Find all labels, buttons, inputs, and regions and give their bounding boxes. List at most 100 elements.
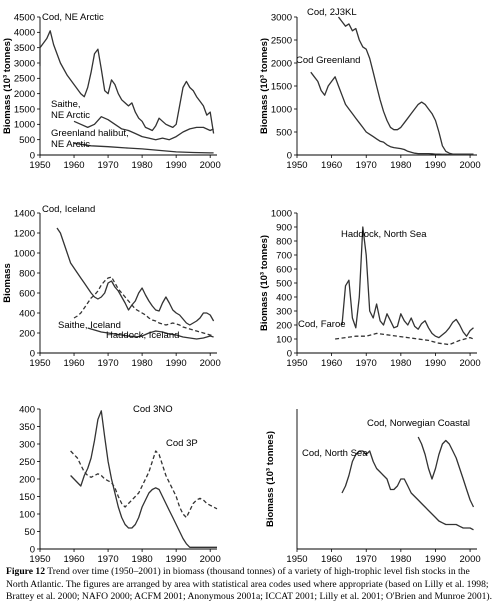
x-tick-label: 1990 xyxy=(425,160,446,171)
y-tick-label: 200 xyxy=(19,328,35,339)
y-tick-label: 900 xyxy=(276,222,292,233)
caption-text: Trend over time (1950–2001) in biomass (… xyxy=(6,566,493,603)
series-line xyxy=(73,142,214,154)
series-label: Cod, NE Arctic xyxy=(42,12,104,23)
x-tick-label: 1980 xyxy=(132,358,153,369)
y-tick-label: 1500 xyxy=(14,104,35,115)
y-axis-title: Biomass (10³ tonnes) xyxy=(2,38,13,134)
y-tick-label: 500 xyxy=(19,135,35,146)
x-tick-label: 1980 xyxy=(390,554,411,565)
y-axis-title: Biomass xyxy=(2,263,13,303)
x-tick-label: 1960 xyxy=(63,160,84,171)
y-tick-label: 700 xyxy=(276,250,292,261)
x-tick-label: 1970 xyxy=(356,160,377,171)
x-tick-label: 1980 xyxy=(390,358,411,369)
panel-2: 1950 1960 1970 1980 1990 2000 0 500 1000 1500 2000… xyxy=(259,7,481,171)
series-line xyxy=(87,327,214,340)
y-tick-label: 4500 xyxy=(14,12,35,23)
series-label: NE Arctic xyxy=(51,139,90,150)
series-line xyxy=(39,30,215,134)
y-axis-title: Biomass (10³ tonnes) xyxy=(265,431,276,527)
x-tick-label: 1960 xyxy=(63,554,84,565)
y-tick-label: 1400 xyxy=(14,208,35,219)
y-tick-label: 0 xyxy=(287,348,292,359)
y-tick-label: 300 xyxy=(276,306,292,317)
series-label: Cod, Iceland xyxy=(42,204,95,215)
x-tick-label: 1990 xyxy=(425,554,446,565)
x-tick-label: 1970 xyxy=(356,358,377,369)
series-line xyxy=(73,276,214,337)
series-label: NE Arctic xyxy=(51,110,90,121)
x-tick-label: 2000 xyxy=(460,554,481,565)
y-tick-label: 800 xyxy=(276,236,292,247)
y-tick-label: 1000 xyxy=(271,208,292,219)
series-line xyxy=(70,410,217,548)
series-label: Greenland halibut, xyxy=(51,128,129,139)
y-tick-label: 0 xyxy=(30,348,35,359)
y-tick-label: 600 xyxy=(276,264,292,275)
x-tick-label: 1960 xyxy=(63,358,84,369)
series-line xyxy=(56,227,215,326)
y-tick-label: 2000 xyxy=(271,58,292,69)
x-tick-label: 1990 xyxy=(166,160,187,171)
y-tick-label: 500 xyxy=(276,278,292,289)
panel-6: 1950 1960 1970 1980 1990 2000 Biomass (10³ ton… xyxy=(265,409,481,565)
y-tick-label: 400 xyxy=(19,308,35,319)
caption-label: Figure 12 xyxy=(6,566,45,577)
x-tick-label: 1980 xyxy=(132,160,153,171)
series-line xyxy=(417,436,475,508)
x-tick-label: 1960 xyxy=(321,358,342,369)
y-tick-label: 100 xyxy=(276,334,292,345)
series-label: Cod, 2J3KL xyxy=(307,7,357,18)
series-label: Saithe, xyxy=(51,99,81,110)
series-label: Haddock, Iceland xyxy=(106,330,179,341)
y-tick-label: 2500 xyxy=(14,74,35,85)
x-tick-label: 1990 xyxy=(166,358,187,369)
x-tick-label: 2000 xyxy=(200,554,221,565)
y-tick-label: 1000 xyxy=(14,120,35,131)
y-tick-label: 0 xyxy=(287,150,292,161)
series-label: Cod Greenland xyxy=(296,55,360,66)
series-label: Cod, North Sea xyxy=(302,448,368,459)
y-tick-label: 800 xyxy=(19,268,35,279)
y-tick-label: 1200 xyxy=(14,228,35,239)
y-tick-label: 250 xyxy=(19,457,35,468)
y-tick-label: 1000 xyxy=(271,104,292,115)
panel-4: 1950 1960 1970 1980 1990 2000 0 100 200 300 400 500… xyxy=(259,208,481,369)
y-tick-label: 200 xyxy=(19,474,35,485)
x-tick-label: 1950 xyxy=(29,358,50,369)
x-tick-label: 1950 xyxy=(286,358,307,369)
y-tick-label: 500 xyxy=(276,127,292,138)
x-tick-label: 1960 xyxy=(321,554,342,565)
y-tick-label: 100 xyxy=(19,509,35,520)
series-line xyxy=(310,71,474,156)
x-tick-label: 1980 xyxy=(132,554,153,565)
y-tick-label: 2500 xyxy=(271,35,292,46)
x-tick-label: 1950 xyxy=(29,160,50,171)
y-axis-title: Biomass (10³ tonnes) xyxy=(259,38,270,134)
y-tick-label: 600 xyxy=(19,288,35,299)
series-line xyxy=(341,450,474,531)
series-label: Cod, Faroe xyxy=(298,319,346,330)
series-line xyxy=(70,450,218,519)
y-tick-label: 400 xyxy=(19,404,35,415)
series-label: Cod 3NO xyxy=(133,404,173,415)
y-tick-label: 0 xyxy=(30,150,35,161)
y-tick-label: 0 xyxy=(30,544,35,555)
y-tick-label: 50 xyxy=(24,527,35,538)
panel-1: 1950 1960 1970 1980 1990 2000 0 500 1000 1500 2000… xyxy=(2,12,221,171)
y-tick-label: 3000 xyxy=(14,58,35,69)
y-tick-label: 3000 xyxy=(271,12,292,23)
y-axis-title: Biomass (10³ tonnes) xyxy=(259,235,270,331)
series-label: Haddock, North Sea xyxy=(341,229,427,240)
y-tick-label: 4000 xyxy=(14,28,35,39)
y-tick-label: 2000 xyxy=(14,89,35,100)
x-tick-label: 1970 xyxy=(98,160,119,171)
series-line xyxy=(73,116,214,141)
series-line xyxy=(335,332,474,346)
y-tick-label: 200 xyxy=(276,320,292,331)
figure-caption: Figure 12 Trend over time (1950–2001) in… xyxy=(6,566,494,604)
series-line xyxy=(341,226,474,339)
series-label: Saithe, Iceland xyxy=(58,320,121,331)
series-label: Cod 3P xyxy=(166,438,198,449)
